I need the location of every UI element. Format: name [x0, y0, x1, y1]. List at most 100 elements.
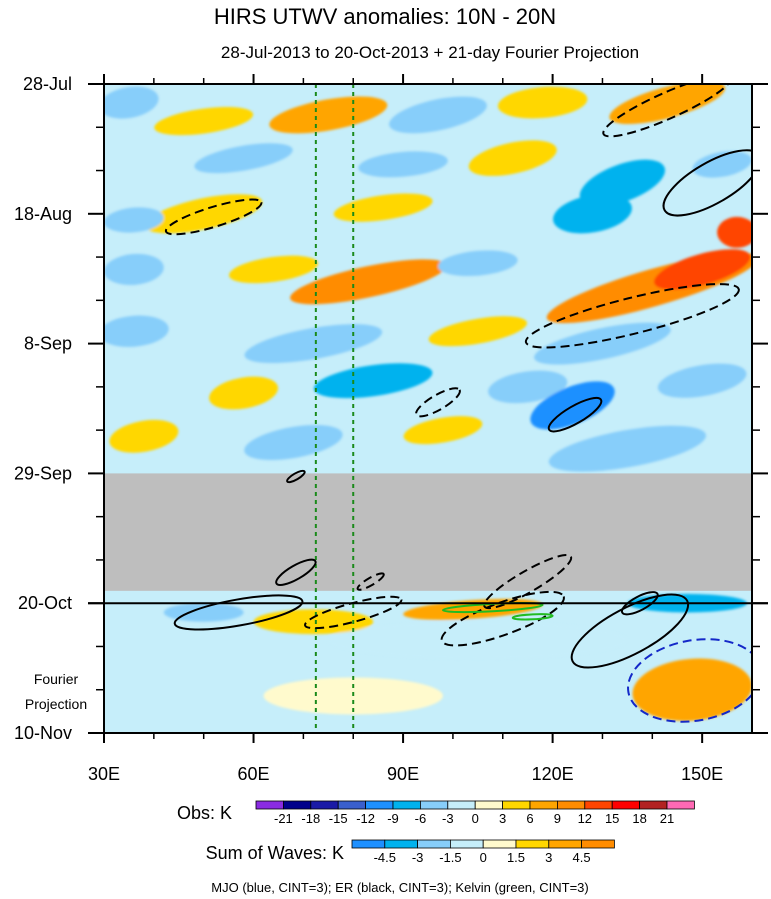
y-tick-label: 29-Sep: [14, 463, 72, 483]
anomaly-blob: [104, 86, 159, 119]
waves-legend-swatch: [417, 839, 451, 849]
wave-contour: [627, 638, 752, 723]
y-tick-label: 10-Nov: [14, 723, 72, 743]
x-tick-label: 30E: [88, 764, 120, 784]
waves-legend-label: 4.5: [573, 850, 591, 865]
anomaly-blob: [358, 151, 448, 178]
x-tick-label: 90E: [387, 764, 419, 784]
waves-legend-swatch: [351, 839, 386, 849]
anomaly-blob: [244, 424, 343, 461]
anomaly-blob: [468, 140, 557, 176]
obs-legend-label: -9: [387, 811, 399, 826]
obs-legend-label: 3: [499, 811, 506, 826]
y-tick-label: 28-Jul: [23, 74, 72, 94]
anomaly-blob: [438, 250, 518, 277]
anomaly-blob: [290, 259, 447, 305]
anomaly-blob: [163, 603, 244, 622]
anomaly-blob: [229, 255, 318, 284]
waves-legend-swatch: [515, 839, 550, 849]
chart-title: HIRS UTWV anomalies: 10N - 20N: [214, 4, 556, 29]
obs-legend-swatch: [529, 800, 558, 810]
obs-legend-swatch: [611, 800, 641, 810]
missing-data-band: [104, 473, 752, 591]
wave-contour: [662, 149, 752, 217]
wave-contour: [524, 283, 740, 349]
anomaly-blob: [269, 96, 388, 134]
waves-legend-title: Sum of Waves: K: [206, 843, 344, 863]
chart-subtitle: 28-Jul-2013 to 20-Oct-2013 + 21-day Four…: [221, 43, 639, 62]
wave-contour: [415, 387, 461, 418]
waves-legend-swatch: [548, 839, 582, 849]
waves-legend-swatch: [449, 839, 484, 849]
anomaly-blob: [328, 621, 628, 659]
anomaly-blob: [104, 315, 169, 347]
obs-legend-label: -3: [442, 811, 454, 826]
obs-legend-label: -15: [329, 811, 348, 826]
anomaly-blob: [253, 609, 374, 635]
wave-contour: [173, 594, 304, 631]
wave-contour: [570, 593, 690, 669]
obs-legend-swatch: [474, 800, 504, 810]
anomaly-blob: [389, 96, 487, 134]
anomaly-blob: [209, 376, 279, 410]
waves-legend-label: -3: [412, 850, 424, 865]
waves-legend-label: 0: [480, 850, 487, 865]
anomaly-blob: [717, 216, 752, 248]
obs-legend-title: Obs: K: [177, 803, 232, 823]
obs-legend-label: -6: [415, 811, 427, 826]
obs-legend-label: -18: [301, 811, 320, 826]
wave-contour: [483, 554, 573, 610]
axis-ticks: 28-Jul 18-Aug 8-Sep 29-Sep 20-Oct 10-Nov 30E 60…: [14, 74, 768, 784]
wave-contour: [356, 572, 385, 591]
anomaly-blob: [403, 416, 483, 445]
y-tick-label: 20-Oct: [18, 593, 72, 613]
wave-contour: [286, 469, 306, 484]
waves-legend-label: -1.5: [439, 850, 461, 865]
waves-legend-label: -4.5: [374, 850, 396, 865]
anomaly-blob: [194, 143, 293, 174]
anomaly-blob: [654, 249, 751, 290]
anomaly-blob: [488, 370, 568, 404]
obs-legend-label: 18: [632, 811, 646, 826]
anomaly-blob: [333, 193, 433, 222]
obs-legend-label: 21: [660, 811, 674, 826]
wave-contour: [275, 558, 317, 586]
anomaly-blob: [497, 86, 588, 119]
projection-label-line-1: Fourier: [34, 671, 79, 687]
obs-legend-swatch: [557, 800, 586, 810]
obs-legend-swatch: [419, 800, 449, 810]
obs-legend-label: -21: [274, 811, 293, 826]
anomaly-blob: [548, 425, 706, 472]
obs-legend-label: -12: [356, 811, 375, 826]
y-tick-label: 18-Aug: [14, 204, 72, 224]
obs-legend-label: 12: [578, 811, 592, 826]
anomaly-blob: [692, 151, 752, 178]
projection-label-line-2: Projection: [25, 696, 87, 712]
obs-legend: Obs: K -21 -18 -15 -12 -9 -6 -3 0 3 6 9 12 15 18 21: [177, 800, 695, 826]
wave-contour: [620, 591, 659, 616]
x-tick-label: 60E: [238, 764, 270, 784]
obs-legend-swatch: [502, 800, 531, 810]
anomaly-blob: [104, 207, 164, 233]
obs-legend-swatch: [255, 800, 284, 810]
obs-legend-swatch: [666, 800, 695, 810]
obs-legend-swatch: [584, 800, 613, 810]
anomaly-blob: [632, 658, 752, 721]
anomaly-blob: [109, 419, 179, 453]
wave-contour: [164, 198, 263, 236]
obs-legend-label: 6: [526, 811, 533, 826]
obs-legend-label: 9: [554, 811, 561, 826]
wave-contour: [440, 590, 565, 647]
anomaly-blob: [154, 107, 254, 136]
obs-legend-label: 0: [472, 811, 479, 826]
waves-legend-swatch: [581, 839, 615, 849]
waves-legend-label: 3: [545, 850, 552, 865]
obs-legend-swatch: [639, 800, 668, 810]
y-tick-label: 8-Sep: [24, 334, 72, 354]
anomaly-blob: [553, 194, 632, 234]
wave-contour: [547, 396, 603, 433]
waves-legend-label: 1.5: [507, 850, 525, 865]
x-tick-label: 120E: [532, 764, 574, 784]
waves-legend: Sum of Waves: K -4.5 -3 -1.5 0 1.5 3 4.5: [206, 839, 615, 865]
